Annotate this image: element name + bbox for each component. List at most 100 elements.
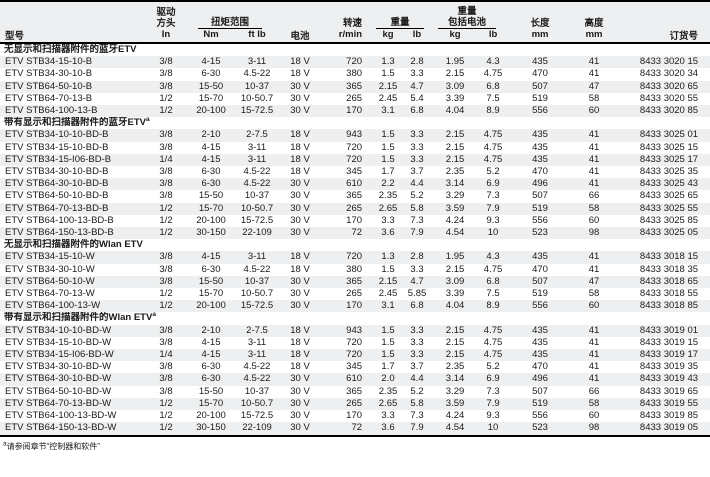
cell: ETV STB64-100-13-W	[5, 300, 101, 312]
cell: 8433 3019 17	[639, 349, 699, 361]
cell: 1/2	[159, 105, 173, 117]
cell: 3.3	[410, 141, 424, 153]
col-header-torque-group: 扭矩范围	[184, 1, 276, 29]
cell: 8433 3025 05	[639, 227, 699, 239]
cell: 8433 3020 15	[639, 56, 699, 68]
cell: 720	[346, 141, 363, 153]
cell: 2.15	[445, 129, 465, 141]
cell: 3/8	[159, 190, 173, 202]
cell: 3-11	[247, 141, 267, 153]
cell: 1.7	[381, 166, 395, 178]
cell: 4.7	[410, 80, 424, 92]
header-row-units: In Nm ft lb r/min kg lb kg lb mm mm	[0, 29, 710, 43]
cell: 2.35	[378, 190, 398, 202]
cell: 8433 3019 85	[639, 410, 699, 422]
cell: 470	[532, 361, 548, 373]
cell: ETV STB64-70-13-BD-B	[5, 202, 109, 214]
cell: 610	[346, 373, 363, 385]
section-header-row: 无显示和扫描器附件的Wlan ETV	[0, 239, 710, 252]
header-row-groups: 型号 驱动 方头 扭矩范围 电池 转速 重量 重量 包括电池 长度 高度 订货号	[0, 1, 710, 42]
unit-rmin: r/min	[338, 29, 363, 40]
table-row: ETV STB64-30-10-BD-W 3/8 6-30 4.5-22 30 V 610…	[0, 373, 710, 386]
cell: 1/2	[159, 410, 173, 422]
table-row: ETV STB64-50-10-BD-B 3/8 15-50 10-37 30 V 365…	[0, 190, 710, 202]
cell: 30 V	[290, 422, 310, 434]
cell: 4.5-22	[243, 373, 271, 385]
cell: ETV STB64-30-10-BD-W	[5, 373, 112, 385]
cell: 1.5	[381, 263, 395, 275]
cell: 60	[588, 410, 600, 422]
cell: 3.3	[410, 263, 424, 275]
section-header-row: 带有显示和扫描器附件的Wlan ETVa	[0, 312, 710, 325]
cell: 10-50.7	[240, 92, 274, 104]
cell: 3.7	[410, 166, 424, 178]
cell: 15-50	[198, 190, 224, 202]
table-row: ETV STB34-15-10-BD-W 3/8 4-15 3-11 18 V 720 1.…	[0, 337, 710, 349]
table-row: ETV STB64-150-13-BD-B 1/2 30-150 22-109 30 V…	[0, 227, 710, 240]
cell: 30 V	[290, 385, 310, 397]
cell: 4.04	[445, 300, 465, 312]
cell: 3.14	[445, 373, 465, 385]
cell: 380	[346, 263, 363, 275]
cell: 4.4	[410, 178, 424, 190]
cell: 2.65	[378, 202, 398, 214]
cell: 2.0	[381, 373, 395, 385]
cell: 3/8	[159, 336, 173, 348]
cell: 2.35	[445, 361, 465, 373]
cell: 2.15	[445, 336, 465, 348]
cell: 8433 3025 17	[639, 153, 699, 165]
cell: 58	[588, 288, 600, 300]
cell: 8433 3025 15	[639, 141, 699, 153]
cell: 8433 3019 01	[639, 324, 699, 336]
cell: 8433 3018 15	[639, 251, 699, 263]
cell: 30 V	[290, 190, 310, 202]
cell: 6-30	[201, 263, 221, 275]
cell: 15-72.5	[240, 300, 274, 312]
cell: 507	[532, 190, 548, 202]
cell: ETV STB64-100-13-B	[5, 105, 98, 117]
cell: ETV STB34-10-10-BD-B	[5, 129, 109, 141]
cell: 6.8	[486, 80, 500, 92]
cell: 20-100	[196, 214, 226, 226]
cell: 7.5	[486, 92, 500, 104]
cell: 18 V	[290, 153, 310, 165]
cell: 1/2	[159, 422, 173, 434]
cell: 6-30	[201, 373, 221, 385]
cell: 519	[532, 202, 548, 214]
cell: 7.5	[486, 288, 500, 300]
cell: 41	[588, 373, 600, 385]
cell: 47	[588, 275, 600, 287]
torque-group-label: 扭矩范围	[198, 17, 263, 29]
cell: 6.8	[486, 275, 500, 287]
cell: 1.3	[381, 251, 395, 263]
cell: 58	[588, 202, 600, 214]
cell: 30 V	[290, 288, 310, 300]
cell: 10-37	[244, 385, 270, 397]
cell: 41	[588, 129, 600, 141]
cell: 1/2	[159, 214, 173, 226]
col-header-length: 长度	[530, 18, 550, 29]
cell: 1/2	[159, 92, 173, 104]
cell: 30 V	[290, 373, 310, 385]
cell: 4.5-22	[243, 166, 271, 178]
cell: 7.3	[486, 190, 500, 202]
cell: 523	[532, 227, 548, 239]
cell: 3/8	[159, 141, 173, 153]
cell: 4-15	[201, 141, 221, 153]
unit-nm: Nm	[203, 29, 219, 40]
unit-ftlb: ft lb	[248, 29, 266, 40]
cell: 265	[346, 397, 363, 409]
cell: 2-7.5	[246, 129, 268, 141]
cell: 3.29	[445, 385, 465, 397]
cell: 4.54	[445, 422, 465, 434]
cell: 7.9	[410, 422, 424, 434]
cell: 3/8	[159, 178, 173, 190]
cell: 3/8	[159, 324, 173, 336]
cell: ETV STB64-50-10-B	[5, 80, 93, 92]
col-header-order: 订货号	[669, 31, 699, 42]
cell: 5.2	[410, 190, 424, 202]
cell: ETV STB64-50-10-BD-B	[5, 190, 109, 202]
cell: 380	[346, 68, 363, 80]
cell: 2.8	[410, 251, 424, 263]
cell: 720	[346, 56, 363, 68]
